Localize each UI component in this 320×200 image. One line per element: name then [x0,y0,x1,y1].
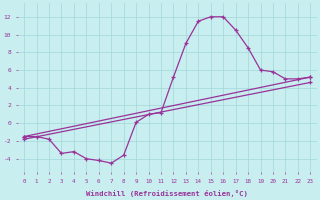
X-axis label: Windchill (Refroidissement éolien,°C): Windchill (Refroidissement éolien,°C) [86,190,248,197]
